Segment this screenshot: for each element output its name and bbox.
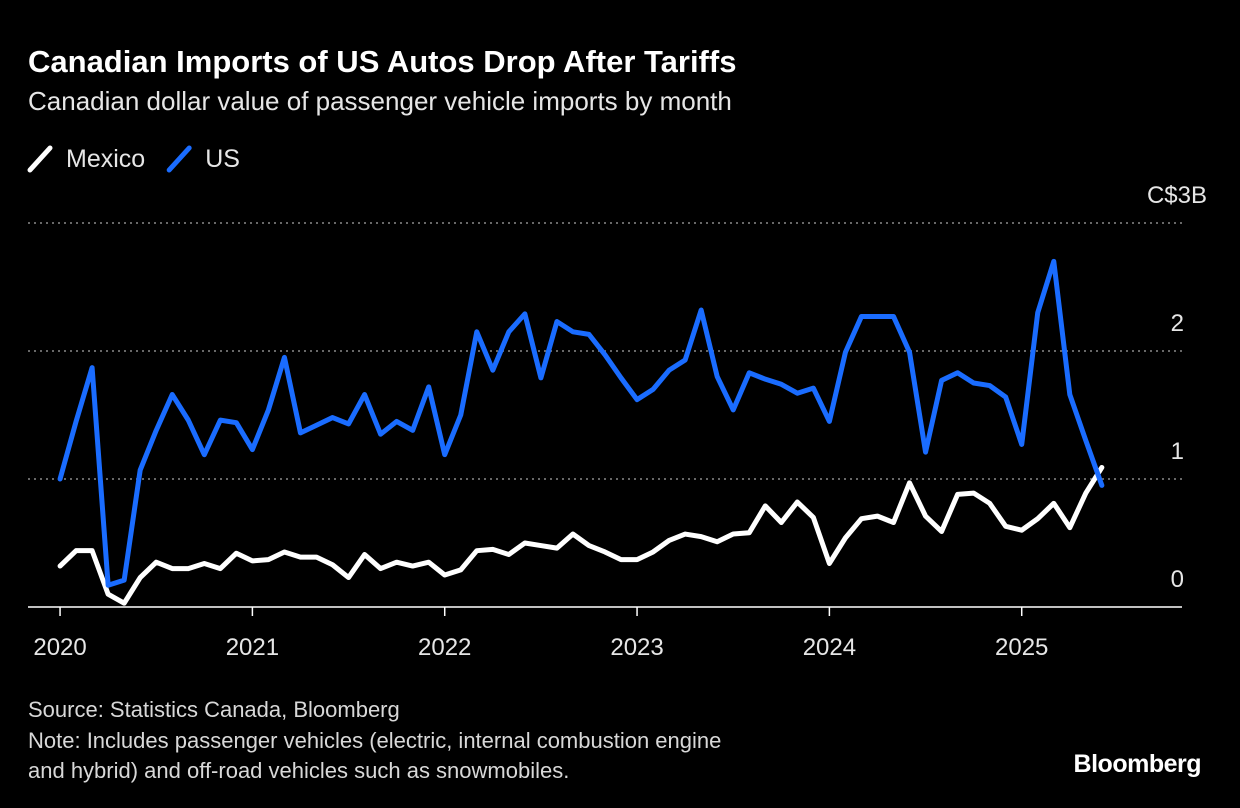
series-line xyxy=(57,464,1105,606)
y-tick-label: 0 xyxy=(1171,566,1184,593)
y-tick-label: 2 xyxy=(1171,310,1184,337)
y-tick-label: C$3B xyxy=(1147,182,1207,209)
chart-title: Canadian Imports of US Autos Drop After … xyxy=(28,44,736,79)
x-tick-label: 2024 xyxy=(803,634,856,661)
note-line: and hybrid) and off-road vehicles such a… xyxy=(28,758,569,783)
chart-subtitle: Canadian dollar value of passenger vehic… xyxy=(28,86,732,116)
legend-swatch xyxy=(27,145,53,173)
legend-label: Mexico xyxy=(66,145,145,173)
x-tick-label: 2023 xyxy=(610,634,663,661)
plot-area: 0 1 2 C$3B 2020 2021 2022 2023 2024 2025 xyxy=(28,182,1207,661)
source: Source: Statistics Canada, Bloomberg xyxy=(28,697,400,722)
legend: Mexico US xyxy=(27,145,240,173)
x-tick-label: 2022 xyxy=(418,634,471,661)
legend-label: US xyxy=(205,145,240,173)
y-tick-label: 1 xyxy=(1171,438,1184,465)
series-line xyxy=(57,258,1105,588)
x-tick-label: 2025 xyxy=(995,634,1048,661)
note-line: Note: Includes passenger vehicles (elect… xyxy=(28,728,721,753)
legend-swatch xyxy=(166,145,192,173)
brand-logo: Bloomberg xyxy=(1074,750,1201,778)
x-tick-label: 2021 xyxy=(226,634,279,661)
x-tick-label: 2020 xyxy=(33,634,86,661)
